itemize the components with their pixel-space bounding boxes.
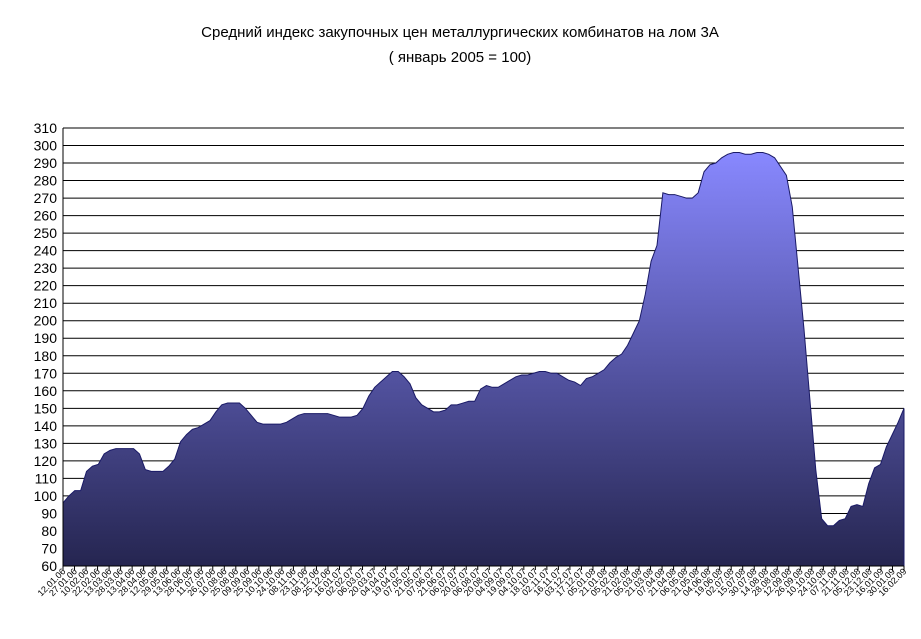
chart-subtitle: ( январь 2005 = 100) (389, 49, 532, 66)
y-tick-label: 300 (34, 138, 58, 154)
area-series-path (62, 152, 905, 567)
y-tick-label: 170 (34, 365, 58, 381)
y-tick-label: 60 (41, 558, 57, 574)
chart-title: Средний индекс закупочных цен металлурги… (201, 24, 719, 41)
y-tick-label: 140 (34, 418, 58, 434)
y-tick-label: 180 (34, 348, 58, 364)
y-tick-label: 100 (34, 488, 58, 504)
y-tick-label: 230 (34, 260, 58, 276)
area-series (62, 152, 905, 567)
y-tick-label: 70 (41, 540, 57, 556)
y-tick-label: 290 (34, 155, 58, 171)
y-tick-label: 210 (34, 295, 58, 311)
x-axis-ticks: 12.01.0627.01.0610.02.0622.02.0613.03.06… (36, 566, 908, 598)
y-tick-label: 270 (34, 190, 58, 206)
y-tick-label: 110 (35, 470, 58, 486)
y-tick-label: 190 (34, 330, 58, 346)
y-tick-label: 200 (34, 313, 58, 329)
y-tick-label: 150 (34, 400, 58, 416)
y-tick-label: 160 (34, 383, 58, 399)
axes (62, 128, 904, 567)
y-tick-label: 90 (41, 505, 57, 521)
y-tick-label: 220 (34, 278, 58, 294)
y-tick-label: 250 (34, 225, 58, 241)
y-tick-label: 310 (34, 120, 58, 136)
y-tick-label: 80 (41, 523, 57, 539)
y-tick-label: 120 (34, 453, 58, 469)
y-tick-label: 260 (34, 208, 58, 224)
y-tick-label: 130 (34, 435, 58, 451)
y-tick-label: 280 (34, 173, 58, 189)
y-tick-label: 240 (34, 243, 58, 259)
